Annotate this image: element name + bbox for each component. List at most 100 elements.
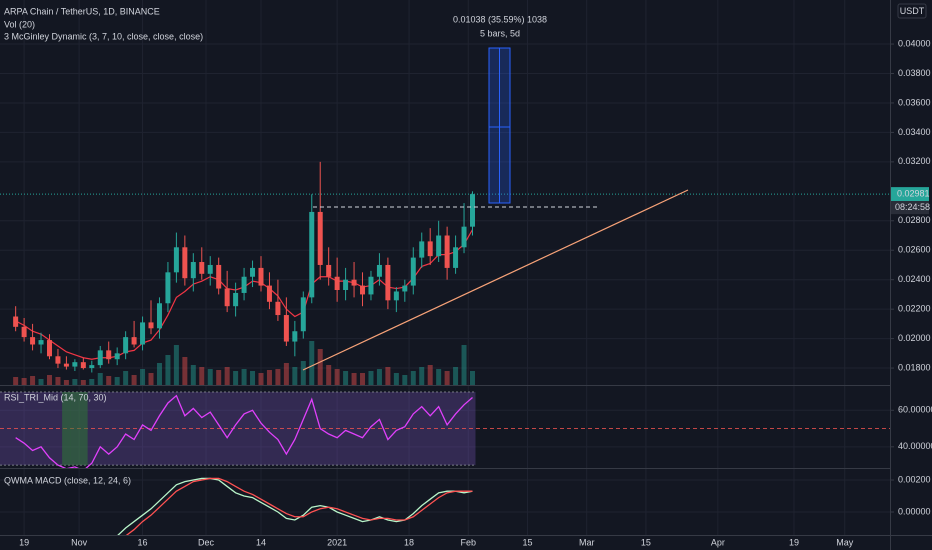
candle-body [106,350,112,360]
x-tick-label: 16 [138,537,148,547]
candle-body [368,276,374,295]
candle-body [410,257,416,286]
x-tick-label: May [836,537,854,547]
rsi-pane [0,391,890,468]
symbol-title[interactable]: ARPA Chain / TetherUS, 1D, BINANCE [4,6,160,16]
candle-body [241,276,247,293]
volume-bar [393,373,399,385]
candle-body [385,264,391,301]
volume-bar [131,375,137,385]
candle-body [89,365,95,369]
volume-bar [419,367,425,385]
volume-bar [80,380,86,385]
candle-body [360,285,366,295]
volume-bar [258,373,264,385]
macd-pane [117,477,473,535]
x-tick-label: 19 [789,537,799,547]
candle-body [402,285,408,292]
volume-bar [106,376,112,385]
candle-body [131,337,137,345]
indicator-label[interactable]: Vol (20) [4,19,35,29]
y-tick-label: 40.00000 [898,441,932,451]
y-tick-label: 0.03800 [898,68,931,78]
volume-bar [351,373,357,385]
volume-bar [283,363,289,385]
x-tick-label: 15 [641,537,651,547]
volume-bar [38,379,44,385]
x-tick-label: Mar [579,537,595,547]
candle-body [148,322,154,329]
volume-bar [436,369,442,385]
volume-bar [334,369,340,385]
volume-bar [402,375,408,385]
y-tick-label: 0.02800 [898,215,931,225]
volume-bar [140,369,146,385]
candle-body [13,316,19,327]
candle-body [123,337,129,354]
indicator-label[interactable]: RSI_TRI_Mid (14, 70, 30) [4,392,107,402]
candle-body [140,322,146,345]
candle-body [250,267,256,277]
volume-bar [444,371,450,385]
y-tick-label: 0.04000 [898,38,931,48]
candle-body [427,241,433,257]
candle-body [258,267,264,286]
measure-label: 5 bars, 5d [480,28,520,38]
volume-bar [89,379,95,385]
candle-body [300,297,306,332]
candle-body [317,211,323,265]
candle-body [453,247,459,268]
indicator-label[interactable]: 3 McGinley Dynamic (3, 7, 10, close, clo… [4,31,203,41]
candle-body [376,264,382,277]
x-tick-label: 19 [19,537,29,547]
candle-body [55,356,61,364]
volume-bar [250,371,256,385]
volume-bar [30,376,36,385]
y-tick-label: 0.02000 [898,333,931,343]
countdown-box [891,201,929,215]
candle-body [419,241,425,258]
y-tick-label: 0.03400 [898,127,931,137]
volume-bar [63,380,69,385]
volume-bar [156,363,162,385]
candle-body [283,315,289,342]
volume-bar [55,377,61,385]
volume-bar [190,365,196,385]
volume-bar [453,367,459,385]
candle-body [461,226,467,248]
x-tick-label: Nov [71,537,88,547]
volume-bar [266,370,272,385]
candle-body [46,340,52,357]
indicator-label[interactable]: QWMA MACD (close, 12, 24, 6) [4,475,131,485]
measure-label: 0.01038 (35.59%) 1038 [453,14,547,24]
volume-bar [309,341,315,385]
volume-bar [461,345,467,385]
last-price-label: 0.02981 [897,188,930,198]
candle-body [190,262,196,279]
indicator-line [125,477,473,535]
candle-body [72,362,78,367]
currency-button[interactable] [897,3,927,19]
y-tick-label: 0.02600 [898,245,931,255]
volume-bar [233,371,239,385]
volume-bar [241,369,247,385]
x-tick-label: 14 [256,537,266,547]
candle-body [275,301,281,316]
candle-body [469,194,475,227]
oversold-highlight [70,392,80,466]
volume-bar [385,367,391,385]
volume-bar [123,371,129,385]
candle-body [165,272,171,304]
volume-bar [72,379,78,385]
x-tick-label: Apr [711,537,725,547]
y-tick-label: 0.02400 [898,274,931,284]
volume-bar [216,370,222,385]
candle-body [436,235,442,257]
y-tick-label: 0.02200 [898,304,931,314]
x-tick-label: 15 [522,537,532,547]
candle-body [266,285,272,302]
volume-bar [376,369,382,385]
volume-bar [368,371,374,385]
trend-line[interactable] [302,189,689,371]
currency-label[interactable]: USDT [900,6,925,16]
